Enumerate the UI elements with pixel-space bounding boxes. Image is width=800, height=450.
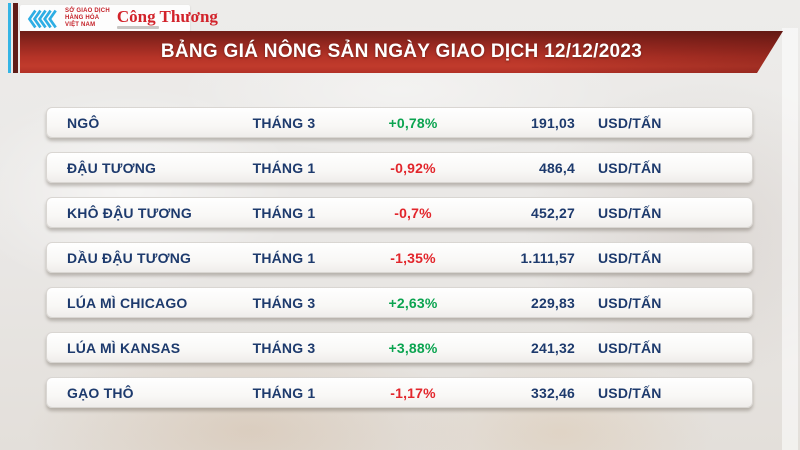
price-cell: 486,4 — [538, 159, 575, 176]
contract-month-cell: THÁNG 1 — [252, 204, 316, 221]
price-cell: 229,83 — [530, 294, 575, 311]
unit-cell: USD/TẤN — [598, 204, 662, 221]
contract-month-cell: THÁNG 1 — [252, 159, 316, 176]
mxv-chevrons-icon — [27, 9, 57, 28]
logo-plate: SỞ GIAO DỊCH HÀNG HÓA VIỆT NAM Công Thươ… — [20, 5, 218, 32]
unit-cell: USD/TẤN — [598, 339, 662, 356]
commodity-cell: KHÔ ĐẬU TƯƠNG — [67, 204, 192, 221]
unit-cell: USD/TẤN — [598, 384, 662, 401]
change-percent-cell: +3,88% — [388, 339, 438, 356]
table-row: KHÔ ĐẬU TƯƠNG THÁNG 1 -0,7% 452,27 USD/T… — [46, 197, 753, 228]
page-title: BẢNG GIÁ NÔNG SẢN NGÀY GIAO DỊCH 12/12/2… — [160, 41, 643, 62]
contract-month-cell: THÁNG 1 — [252, 249, 316, 266]
price-cell: 191,03 — [530, 114, 575, 131]
change-percent-cell: +0,78% — [388, 114, 438, 131]
commodity-cell: LÚA MÌ CHICAGO — [67, 294, 188, 311]
left-accent-bar-maroon — [13, 3, 18, 73]
mxv-logo-line1: SỞ GIAO DỊCH — [65, 8, 110, 15]
commodity-cell: LÚA MÌ KANSAS — [67, 339, 181, 356]
congthuong-wordmark: Công Thương — [116, 7, 218, 26]
commodity-cell: DẦU ĐẬU TƯƠNG — [67, 249, 192, 266]
commodity-cell: ĐẬU TƯƠNG — [67, 159, 157, 176]
congthuong-tagline-bar — [116, 26, 159, 29]
change-percent-cell: +2,63% — [388, 294, 438, 311]
table-row: NGÔ THÁNG 3 +0,78% 191,03 USD/TẤN — [46, 107, 753, 138]
table-row: LÚA MÌ CHICAGO THÁNG 3 +2,63% 229,83 USD… — [46, 287, 753, 318]
congthuong-logo: Công Thương — [116, 7, 218, 29]
price-cell: 1.111,57 — [520, 249, 575, 266]
background-right-strip — [782, 28, 798, 450]
contract-month-cell: THÁNG 3 — [252, 339, 316, 356]
commodity-cell: GẠO THÔ — [67, 384, 134, 401]
price-cell: 452,27 — [530, 204, 575, 221]
price-table: NGÔ THÁNG 3 +0,78% 191,03 USD/TẤN ĐẬU TƯ… — [46, 107, 753, 422]
table-row: DẦU ĐẬU TƯƠNG THÁNG 1 -1,35% 1.111,57 US… — [46, 242, 753, 273]
title-banner: BẢNG GIÁ NÔNG SẢN NGÀY GIAO DỊCH 12/12/2… — [20, 31, 783, 73]
price-cell: 241,32 — [530, 339, 575, 356]
change-percent-cell: -1,35% — [390, 249, 436, 266]
change-percent-cell: -0,7% — [394, 204, 432, 221]
commodity-cell: NGÔ — [67, 114, 100, 131]
change-percent-cell: -0,92% — [390, 159, 436, 176]
mxv-logo-line3: VIỆT NAM — [65, 21, 96, 28]
change-percent-cell: -1,17% — [390, 384, 436, 401]
contract-month-cell: THÁNG 3 — [252, 114, 316, 131]
contract-month-cell: THÁNG 3 — [252, 294, 316, 311]
mxv-logo-line2: HÀNG HÓA — [65, 15, 100, 22]
table-row: ĐẬU TƯƠNG THÁNG 1 -0,92% 486,4 USD/TẤN — [46, 152, 753, 183]
table-row: LÚA MÌ KANSAS THÁNG 3 +3,88% 241,32 USD/… — [46, 332, 753, 363]
contract-month-cell: THÁNG 1 — [252, 384, 316, 401]
unit-cell: USD/TẤN — [598, 114, 662, 131]
unit-cell: USD/TẤN — [598, 159, 662, 176]
left-accent-bar-cyan — [8, 3, 11, 73]
mxv-logo-text: SỞ GIAO DỊCH HÀNG HÓA VIỆT NAM — [65, 8, 110, 29]
unit-cell: USD/TẤN — [598, 249, 662, 266]
price-cell: 332,46 — [530, 384, 575, 401]
table-row: GẠO THÔ THÁNG 1 -1,17% 332,46 USD/TẤN — [46, 377, 753, 408]
unit-cell: USD/TẤN — [598, 294, 662, 311]
